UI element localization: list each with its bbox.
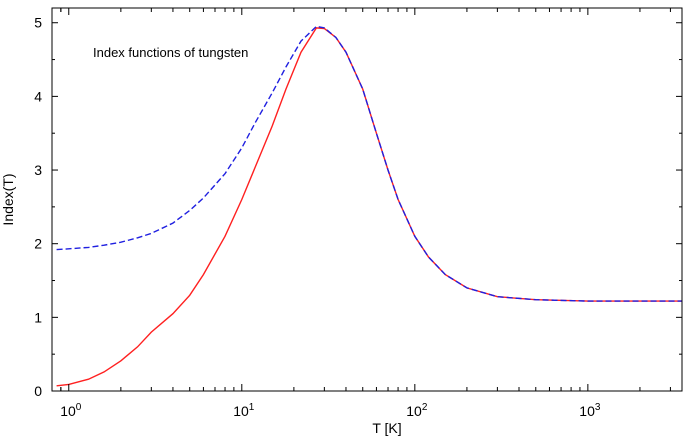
y-tick-label: 5 (34, 15, 42, 31)
y-axis-label: Index(T) (0, 173, 16, 225)
y-tick-label: 2 (34, 236, 42, 252)
x-tick-label: 103 (579, 402, 601, 419)
y-tick-label: 1 (34, 309, 42, 325)
x-tick-label: 102 (406, 402, 428, 419)
series-line-2 (56, 25, 682, 302)
curves-layer (56, 25, 682, 387)
y-tick-label: 3 (34, 162, 42, 178)
series-line-1 (56, 27, 682, 387)
ticks-layer: 0 1 2 3 4 5 100 101 102 103 (34, 8, 682, 419)
chart-annotation: Index functions of tungsten (93, 45, 248, 60)
x-tick-label: 101 (233, 402, 255, 419)
plot-frame (51, 7, 683, 392)
x-axis-label: T [K] (372, 420, 401, 436)
y-tick-label: 4 (34, 88, 42, 104)
y-tick-label: 0 (34, 383, 42, 399)
x-tick-label: 100 (60, 402, 82, 419)
